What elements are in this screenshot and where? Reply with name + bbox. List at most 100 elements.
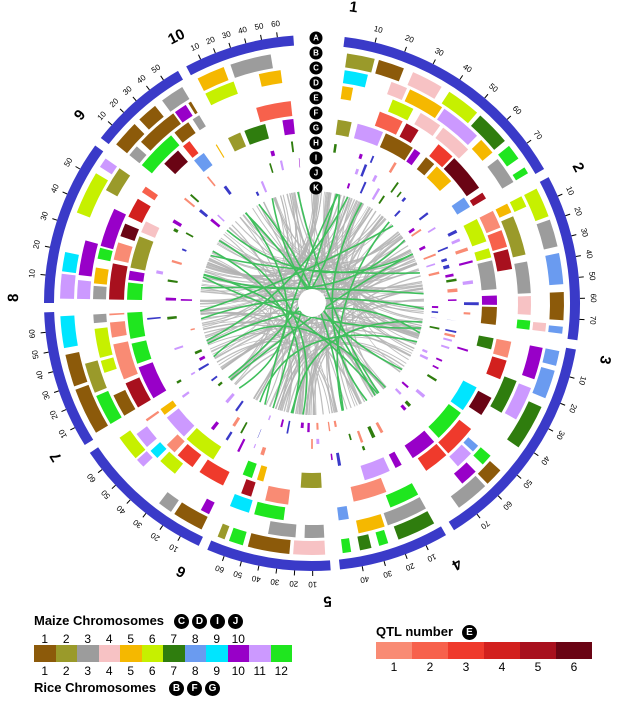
track-segment	[387, 99, 414, 121]
tick-mark	[107, 121, 113, 126]
tick-label: 40	[584, 249, 595, 260]
tick-mark	[526, 139, 532, 144]
track-segment	[269, 163, 274, 174]
track-segment	[109, 321, 127, 338]
track-segment	[435, 127, 469, 159]
track-segment	[304, 524, 325, 538]
chromosome-arc-4	[338, 526, 446, 570]
chromosome-arc-6	[89, 447, 203, 546]
track-segment	[100, 357, 117, 373]
tick-mark	[275, 568, 278, 574]
track-segment	[228, 527, 247, 546]
track-segment	[210, 218, 221, 228]
tick-mark	[119, 108, 124, 113]
legend-number: 8	[191, 632, 199, 646]
track-segment	[542, 348, 560, 366]
track-segment	[375, 60, 404, 82]
synteny-link	[272, 197, 416, 274]
track-segment	[217, 214, 225, 222]
track-segment	[360, 164, 368, 177]
tick-label: 50	[587, 271, 597, 281]
track-segment	[105, 168, 131, 197]
tick-mark	[146, 85, 150, 91]
track-segment	[440, 258, 448, 263]
tick-mark	[40, 273, 46, 276]
chromosome-number: 10	[165, 26, 188, 49]
track-segment	[394, 388, 402, 395]
track-segment	[375, 529, 389, 546]
tick-label: 60	[589, 294, 598, 304]
chromosome-number: 1	[348, 0, 359, 16]
track-segment	[447, 229, 458, 237]
tick-label: 20	[108, 96, 121, 109]
track-letter: E	[313, 94, 319, 103]
track-segment	[109, 263, 128, 300]
chromosome-arc-2	[539, 177, 580, 341]
track-segment	[345, 53, 375, 73]
synteny-link	[201, 231, 400, 321]
track-segment	[256, 101, 293, 123]
synteny-link-highlight	[213, 325, 387, 389]
track-segment	[479, 210, 501, 234]
tick-mark	[160, 75, 164, 81]
track-segment	[514, 261, 531, 294]
chromosome-swatch	[227, 645, 249, 662]
track-segment	[407, 72, 442, 99]
track-segment	[379, 133, 413, 161]
chromosome-number: 2	[569, 160, 588, 175]
track-segment	[225, 392, 235, 404]
tick-label: 20	[404, 561, 416, 573]
chromosome-arc-9	[100, 70, 183, 145]
track-segment	[286, 420, 291, 434]
legend-badge: C	[174, 614, 189, 629]
legend-badge: J	[228, 614, 243, 629]
synteny-link-highlight	[203, 239, 406, 290]
tick-label: 40	[250, 573, 261, 584]
track-segment	[350, 477, 387, 502]
synteny-link-highlight	[203, 273, 379, 395]
synteny-link	[200, 312, 385, 390]
track-segment	[65, 351, 88, 387]
track-segment	[198, 363, 210, 371]
tick-label: 30	[433, 46, 445, 58]
tick-mark	[257, 565, 260, 571]
track-segment	[141, 221, 160, 238]
tick-mark	[213, 48, 216, 54]
legend-number: 4	[105, 664, 113, 678]
chromosome-arc-8	[44, 145, 104, 303]
legend-number: 10	[231, 632, 245, 646]
qtl-legend-badge: E	[462, 625, 477, 640]
track-segment	[480, 306, 497, 325]
track-segment	[401, 381, 409, 389]
track-segment	[257, 429, 262, 439]
qtl-swatch	[556, 642, 592, 659]
tick-mark	[476, 513, 481, 519]
track-segment	[190, 371, 196, 376]
legend-badge: I	[210, 614, 225, 629]
track-segment	[165, 297, 177, 301]
tick-mark	[571, 234, 577, 237]
track-segment	[437, 108, 478, 145]
legend-number: 6	[148, 664, 156, 678]
tick-label: 30	[40, 389, 52, 401]
tick-mark	[459, 75, 464, 80]
track-segment	[120, 223, 139, 242]
synteny-link	[340, 233, 401, 407]
qtl-swatch	[376, 642, 412, 659]
tick-mark	[52, 218, 58, 221]
track-segment	[431, 317, 437, 319]
qtl-swatch	[484, 642, 520, 659]
track-segment	[374, 111, 403, 135]
qtl-legend-numbers: 1 2 3 4 5 6	[376, 660, 592, 674]
tick-mark	[260, 34, 263, 40]
track-segment	[359, 181, 367, 194]
track-segment	[340, 86, 354, 101]
track-segment	[139, 105, 164, 130]
tick-mark	[177, 536, 181, 542]
tick-mark	[569, 376, 575, 379]
track-segment	[190, 328, 195, 331]
tick-mark	[361, 566, 364, 572]
track-segment	[493, 249, 513, 272]
track-segment	[408, 227, 415, 234]
